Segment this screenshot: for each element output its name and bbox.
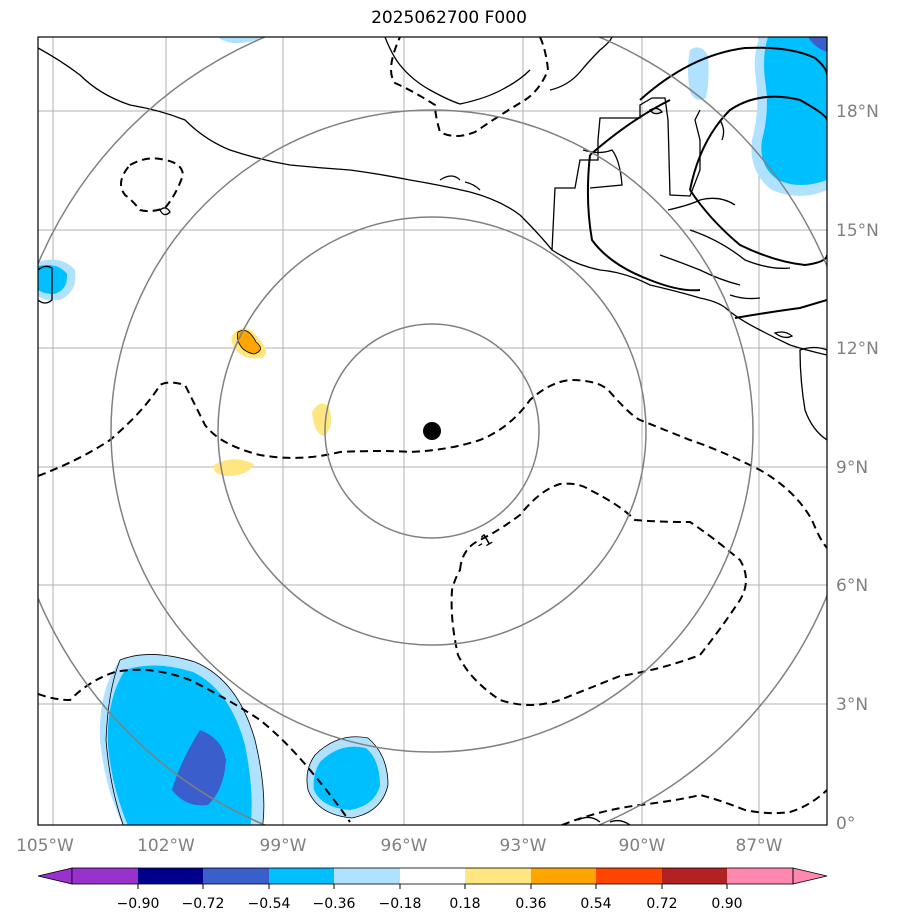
colorbar-bin bbox=[269, 868, 334, 884]
shaded-negative-bottom-left bbox=[99, 654, 265, 825]
colorbar-tick-labels: −0.90 −0.72 −0.54 −0.36 −0.18 0.18 0.36 … bbox=[117, 896, 743, 912]
colorbar-tick-label: 0.72 bbox=[646, 896, 677, 912]
lon-tick-label: 99°W bbox=[260, 836, 307, 856]
map-plot-area: -1 bbox=[38, 37, 827, 825]
shaded-negative-top-right bbox=[218, 37, 827, 196]
colorbar-bin bbox=[662, 868, 727, 884]
colorbar-bin bbox=[203, 868, 269, 884]
colorbar-bin bbox=[138, 868, 203, 884]
colorbar-bin bbox=[400, 868, 465, 884]
colorbar-bin bbox=[334, 868, 400, 884]
lat-tick-labels: 0° 3°N 6°N 9°N 12°N 15°N 18°N bbox=[836, 102, 879, 834]
colorbar-tick-marks bbox=[137, 884, 728, 889]
colorbar-bin bbox=[531, 868, 596, 884]
map-title: 2025062700 F000 bbox=[371, 8, 527, 28]
lat-tick-label: 9°N bbox=[836, 458, 868, 478]
lat-tick-label: 12°N bbox=[836, 339, 879, 359]
colorbar-tick-label: −0.72 bbox=[182, 896, 225, 912]
dashed-contours bbox=[38, 37, 827, 825]
gridlines bbox=[38, 37, 827, 825]
lat-tick-label: 15°N bbox=[836, 221, 879, 241]
colorbar-bin bbox=[72, 868, 138, 884]
lat-tick-label: 3°N bbox=[836, 695, 868, 715]
map-frame bbox=[37, 36, 828, 826]
lon-tick-labels: 105°W 102°W 99°W 96°W 93°W 90°W 87°W bbox=[16, 836, 783, 856]
colorbar-tick-label: −0.18 bbox=[379, 896, 422, 912]
range-rings bbox=[38, 37, 827, 825]
colorbar-extend-high bbox=[792, 867, 828, 885]
colorbar-tick-label: −0.90 bbox=[117, 896, 160, 912]
colorbar-tick-label: 0.18 bbox=[449, 896, 480, 912]
lat-tick-label: 6°N bbox=[836, 576, 868, 596]
lon-tick-label: 105°W bbox=[16, 836, 74, 856]
lat-tick-label: 0° bbox=[836, 814, 855, 834]
colorbar-tick-label: −0.36 bbox=[313, 896, 356, 912]
lon-tick-label: 87°W bbox=[736, 836, 783, 856]
colorbar-tick-label: 0.54 bbox=[580, 896, 611, 912]
lat-tick-label: 18°N bbox=[836, 102, 879, 122]
lon-tick-label: 90°W bbox=[619, 836, 666, 856]
colorbar-extend-low bbox=[37, 867, 73, 885]
colorbar-tick-label: 0.90 bbox=[711, 896, 742, 912]
lon-tick-label: 96°W bbox=[381, 836, 428, 856]
colorbar-bin bbox=[465, 868, 531, 884]
colorbar-frame bbox=[71, 867, 794, 885]
lon-tick-label: 93°W bbox=[500, 836, 547, 856]
colorbar-tick-label: −0.54 bbox=[248, 896, 291, 912]
colorbar-tick-label: 0.36 bbox=[515, 896, 546, 912]
storm-center-marker bbox=[423, 422, 441, 440]
solid-contours bbox=[586, 46, 827, 319]
lon-tick-label: 102°W bbox=[137, 836, 195, 856]
colorbar: −0.90 −0.72 −0.54 −0.36 −0.18 0.18 0.36 … bbox=[37, 867, 828, 912]
colorbar-bin bbox=[596, 868, 662, 884]
colorbar-bin bbox=[727, 868, 793, 884]
